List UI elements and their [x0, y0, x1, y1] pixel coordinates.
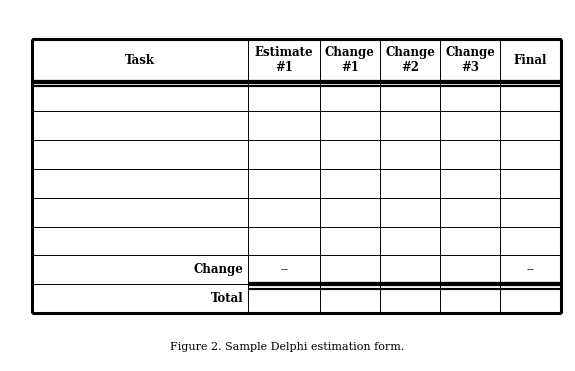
Text: Change
#3: Change #3	[446, 46, 495, 74]
Text: Change
#2: Change #2	[385, 46, 435, 74]
Text: Total: Total	[211, 292, 244, 305]
Bar	[32, 139, 561, 168]
Bar	[32, 227, 561, 256]
Text: Final: Final	[514, 54, 547, 67]
Text: Task: Task	[125, 54, 155, 67]
Bar	[32, 256, 561, 285]
Bar	[32, 82, 561, 111]
Text: Change
#1: Change #1	[325, 46, 375, 74]
Bar	[32, 168, 561, 197]
Text: Figure 2. Sample Delphi estimation form.: Figure 2. Sample Delphi estimation form.	[170, 342, 405, 352]
Bar	[32, 111, 561, 139]
Text: --: --	[527, 263, 535, 276]
Text: Estimate
#1: Estimate #1	[255, 46, 313, 74]
Text: Change: Change	[194, 263, 244, 276]
Bar	[32, 285, 561, 313]
Text: --: --	[280, 263, 288, 276]
Bar	[32, 197, 561, 227]
Bar	[32, 39, 561, 82]
